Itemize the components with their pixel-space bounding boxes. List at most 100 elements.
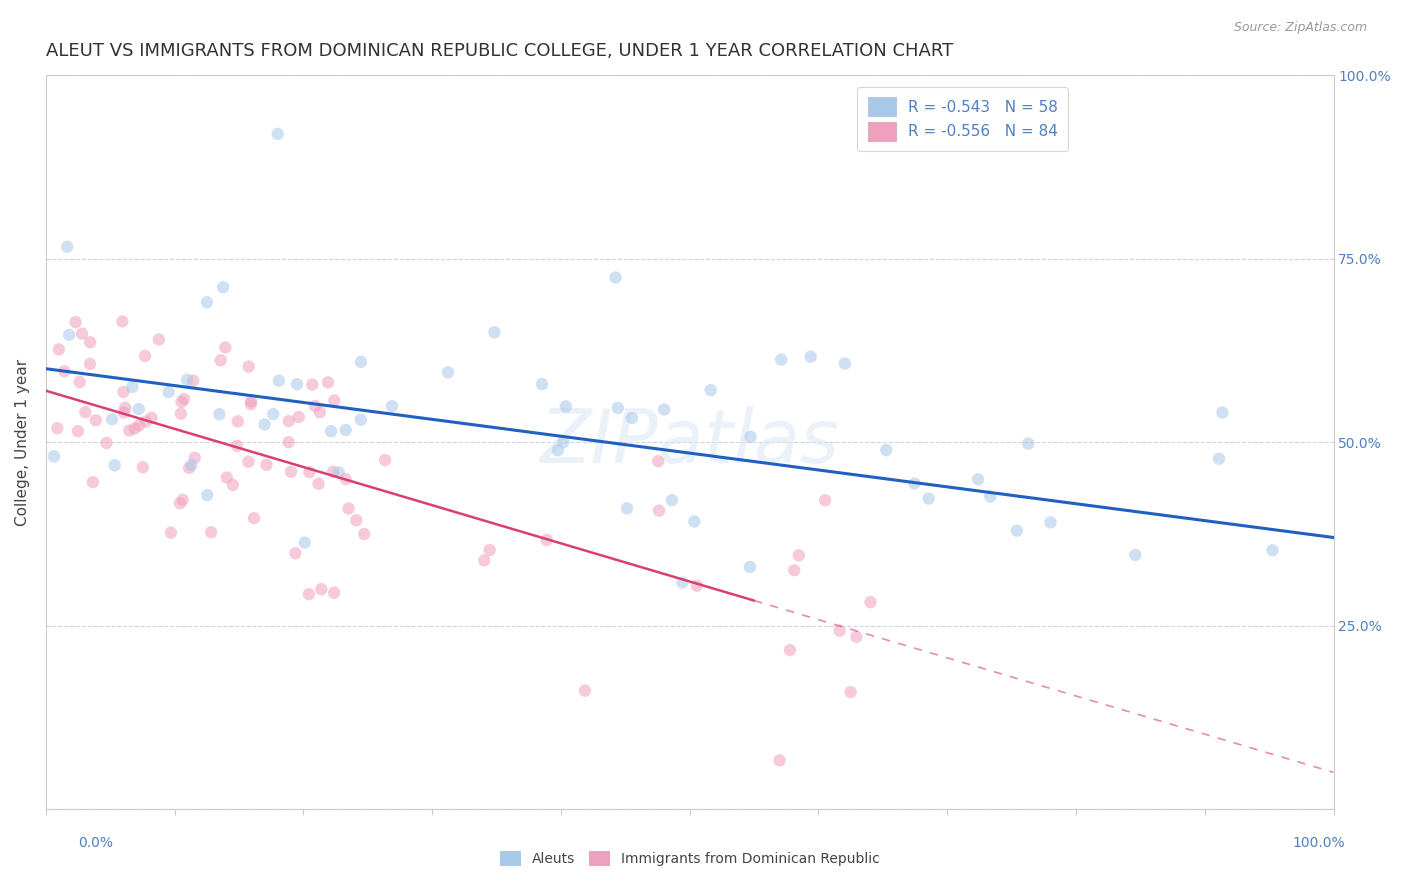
Point bbox=[686, 579, 709, 593]
Point bbox=[195, 488, 218, 502]
Point bbox=[69, 375, 91, 389]
Point bbox=[967, 472, 990, 486]
Point bbox=[84, 413, 107, 427]
Point bbox=[135, 415, 157, 429]
Point bbox=[859, 595, 882, 609]
Point bbox=[195, 295, 218, 310]
Point bbox=[184, 450, 207, 465]
Point bbox=[238, 455, 260, 469]
Point bbox=[770, 352, 793, 367]
Point bbox=[1211, 406, 1233, 420]
Point bbox=[262, 407, 284, 421]
Point bbox=[298, 587, 321, 601]
Point bbox=[288, 410, 311, 425]
Point bbox=[267, 374, 290, 388]
Point bbox=[148, 333, 170, 347]
Point bbox=[1208, 451, 1230, 466]
Point bbox=[768, 753, 790, 767]
Point bbox=[740, 430, 762, 444]
Point bbox=[834, 357, 856, 371]
Point bbox=[111, 314, 134, 328]
Point bbox=[101, 412, 124, 426]
Point bbox=[652, 402, 675, 417]
Point bbox=[484, 326, 506, 340]
Point bbox=[350, 413, 373, 427]
Point bbox=[699, 383, 721, 397]
Point bbox=[285, 377, 308, 392]
Point bbox=[328, 466, 350, 480]
Point bbox=[979, 490, 1001, 504]
Point bbox=[344, 513, 367, 527]
Text: 100.0%: 100.0% bbox=[1292, 836, 1346, 850]
Point bbox=[96, 436, 118, 450]
Point bbox=[200, 525, 222, 540]
Legend: R = -0.543   N = 58, R = -0.556   N = 84: R = -0.543 N = 58, R = -0.556 N = 84 bbox=[858, 87, 1069, 152]
Point bbox=[787, 549, 810, 563]
Point bbox=[553, 435, 575, 450]
Point bbox=[1017, 436, 1039, 450]
Text: ALEUT VS IMMIGRANTS FROM DOMINICAN REPUBLIC COLLEGE, UNDER 1 YEAR CORRELATION CH: ALEUT VS IMMIGRANTS FROM DOMINICAN REPUB… bbox=[46, 42, 953, 60]
Point bbox=[132, 460, 155, 475]
Point bbox=[605, 270, 627, 285]
Point bbox=[311, 582, 333, 596]
Point bbox=[172, 492, 194, 507]
Point bbox=[75, 405, 97, 419]
Point bbox=[298, 465, 321, 479]
Point bbox=[1261, 543, 1284, 558]
Point bbox=[239, 397, 262, 411]
Point bbox=[661, 493, 683, 508]
Point bbox=[48, 343, 70, 357]
Point bbox=[536, 533, 558, 547]
Point bbox=[180, 458, 202, 472]
Point bbox=[267, 127, 290, 141]
Point bbox=[304, 399, 326, 413]
Point bbox=[606, 401, 628, 415]
Point bbox=[319, 424, 342, 438]
Point bbox=[322, 465, 344, 479]
Point bbox=[308, 476, 330, 491]
Point bbox=[280, 465, 302, 479]
Point bbox=[323, 393, 346, 408]
Point bbox=[66, 424, 89, 438]
Point bbox=[277, 414, 299, 428]
Point bbox=[647, 454, 669, 468]
Point bbox=[243, 511, 266, 525]
Point bbox=[323, 586, 346, 600]
Point bbox=[181, 374, 204, 388]
Point bbox=[335, 472, 357, 486]
Point bbox=[472, 553, 495, 567]
Point bbox=[903, 476, 925, 491]
Point bbox=[170, 395, 193, 409]
Point bbox=[1039, 516, 1062, 530]
Point bbox=[437, 365, 460, 379]
Point bbox=[179, 461, 201, 475]
Point bbox=[214, 341, 236, 355]
Point bbox=[79, 357, 101, 371]
Point bbox=[800, 350, 823, 364]
Point bbox=[208, 407, 231, 421]
Point bbox=[114, 401, 136, 415]
Point bbox=[128, 418, 150, 433]
Point bbox=[42, 450, 65, 464]
Point bbox=[337, 501, 360, 516]
Y-axis label: College, Under 1 year: College, Under 1 year bbox=[15, 359, 30, 525]
Point bbox=[238, 359, 260, 374]
Point bbox=[121, 380, 143, 394]
Point bbox=[79, 335, 101, 350]
Point bbox=[648, 503, 671, 517]
Point bbox=[294, 535, 316, 549]
Point bbox=[353, 527, 375, 541]
Point bbox=[620, 411, 643, 425]
Point bbox=[169, 496, 191, 510]
Point bbox=[53, 364, 76, 378]
Point bbox=[284, 546, 307, 560]
Point bbox=[104, 458, 127, 473]
Point bbox=[683, 515, 706, 529]
Point bbox=[316, 376, 339, 390]
Point bbox=[254, 458, 277, 472]
Point bbox=[160, 525, 183, 540]
Point bbox=[209, 353, 232, 368]
Point bbox=[374, 453, 396, 467]
Point bbox=[845, 630, 868, 644]
Point bbox=[112, 384, 135, 399]
